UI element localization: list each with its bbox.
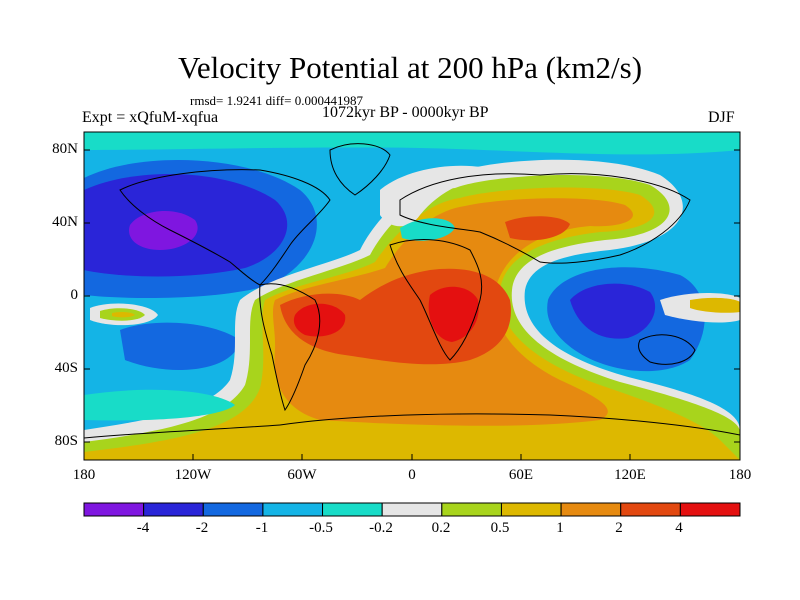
contour-field: [84, 132, 740, 460]
colorbar-label: -1: [255, 520, 269, 536]
period-label: 1072kyr BP - 0000kyr BP: [322, 104, 489, 121]
lon-tick-label: 0: [408, 467, 416, 483]
lon-tick-label: 120E: [614, 467, 646, 483]
lat-tick-label: 40N: [52, 214, 78, 230]
colorbar-label: -0.2: [369, 520, 393, 536]
colorbar-swatch: [143, 502, 204, 517]
rmsd-diff-stats: rmsd= 1.9241 diff= 0.000441987: [190, 93, 363, 108]
lat-tick-label: 40S: [54, 360, 78, 376]
colorbar-label: -0.5: [309, 520, 333, 536]
colorbar-swatch: [322, 502, 383, 517]
colorbar-label: 1: [556, 520, 564, 536]
colorbar-label: 0.2: [431, 520, 451, 536]
lon-tick-label: 180: [728, 467, 752, 483]
colorbar-swatch: [262, 502, 324, 517]
colorbar: [83, 502, 741, 517]
colorbar-swatch: [202, 502, 264, 517]
colorbar-label: 2: [615, 520, 623, 536]
colorbar-label: 4: [675, 520, 683, 536]
colorbar-swatch: [83, 502, 145, 517]
colorbar-swatch: [620, 502, 681, 517]
lon-tick-label: 60W: [287, 467, 317, 483]
colorbar-swatch: [679, 502, 741, 517]
colorbar-label: -4: [136, 520, 150, 536]
season-label: DJF: [708, 109, 735, 126]
experiment-label: Expt = xQfuM-xqfua: [82, 109, 219, 126]
lat-tick-label: 80N: [52, 141, 78, 157]
lon-tick-label: 180: [72, 467, 96, 483]
colorbar-swatch: [560, 502, 622, 517]
colorbar-label: -2: [195, 520, 209, 536]
colorbar-swatch: [441, 502, 502, 517]
colorbar-swatch: [500, 502, 562, 517]
lat-tick-label: 0: [70, 287, 79, 303]
lat-tick-label: 80S: [54, 433, 78, 449]
colorbar-label: 0.5: [490, 520, 510, 536]
axis-ticks: [83, 149, 741, 460]
chart-title: Velocity Potential at 200 hPa (km2/s): [177, 50, 643, 85]
lon-tick-label: 60E: [508, 467, 534, 483]
colorbar-swatch: [381, 502, 443, 517]
lon-tick-label: 120W: [174, 467, 212, 483]
coastlines: [84, 143, 740, 439]
